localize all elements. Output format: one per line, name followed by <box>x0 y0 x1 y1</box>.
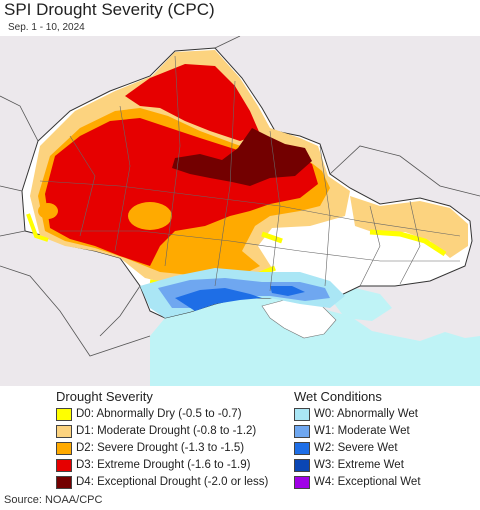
legend-label-w2: W2: Severe Wet <box>314 442 398 454</box>
legend-swatch-d3 <box>56 458 72 472</box>
drought-d0-east <box>369 229 447 257</box>
legend-label-d2: D2: Severe Drought (-1.3 to -1.5) <box>76 442 245 454</box>
legend-label-w4: W4: Exceptional Wet <box>314 476 421 488</box>
sea-of-azov <box>330 288 392 321</box>
drought-map <box>0 36 480 386</box>
legend-drought-title: Drought Severity <box>56 389 153 404</box>
drought-d4-area <box>172 128 312 186</box>
legend-item-d0: D0: Abnormally Dry (-0.5 to -0.7) <box>56 406 242 422</box>
legend-swatch-w2 <box>294 441 310 455</box>
legend-swatch-w3 <box>294 458 310 472</box>
legend-swatch-d2 <box>56 441 72 455</box>
country-borders <box>0 36 480 357</box>
drought-d0-northwest <box>26 213 49 242</box>
legend-item-d1: D1: Moderate Drought (-0.8 to -1.2) <box>56 423 256 439</box>
legend-swatch-d4 <box>56 475 72 489</box>
legend-item-w3: W3: Extreme Wet <box>294 457 404 473</box>
legend-item-d4: D4: Exceptional Drought (-2.0 or less) <box>56 474 268 490</box>
legend-item-w0: W0: Abnormally Wet <box>294 406 418 422</box>
legend-item-w1: W1: Moderate Wet <box>294 423 410 439</box>
black-sea <box>150 294 480 386</box>
legend-label-w1: W1: Moderate Wet <box>314 425 410 437</box>
map-title: SPI Drought Severity (CPC) <box>4 0 215 19</box>
drought-d2-patch-west <box>38 203 58 219</box>
legend-label-w3: W3: Extreme Wet <box>314 459 404 471</box>
legend-swatch-d0 <box>56 407 72 421</box>
drought-d2-patch <box>128 202 172 230</box>
drought-d3-north <box>125 64 260 141</box>
drought-d1-east <box>350 196 468 258</box>
legend-label-d1: D1: Moderate Drought (-0.8 to -1.2) <box>76 425 257 437</box>
legend-swatch-w1 <box>294 424 310 438</box>
legend-item-w4: W4: Exceptional Wet <box>294 474 421 490</box>
legend-label-d0: D0: Abnormally Dry (-0.5 to -0.7) <box>76 408 242 420</box>
oblast-borders <box>39 55 461 292</box>
wet-w2-east <box>270 286 305 296</box>
legend-swatch-w0 <box>294 407 310 421</box>
legend-swatch-d1 <box>56 424 72 438</box>
legend-item-d3: D3: Extreme Drought (-1.6 to -1.9) <box>56 457 250 473</box>
legend-label-d4: D4: Exceptional Drought (-2.0 or less) <box>76 476 269 488</box>
legend-item-d2: D2: Severe Drought (-1.3 to -1.5) <box>56 440 244 456</box>
legend-label-w0: W0: Abnormally Wet <box>314 408 418 420</box>
source-credit: Source: NOAA/CPC <box>4 494 103 506</box>
legend-wet-title: Wet Conditions <box>294 389 382 404</box>
legend-swatch-w4 <box>294 475 310 489</box>
map-date-range: Sep. 1 - 10, 2024 <box>8 22 85 33</box>
wet-w2-area <box>175 288 262 311</box>
legend-label-d3: D3: Extreme Drought (-1.6 to -1.9) <box>76 459 251 471</box>
legend-item-w2: W2: Severe Wet <box>294 440 398 456</box>
